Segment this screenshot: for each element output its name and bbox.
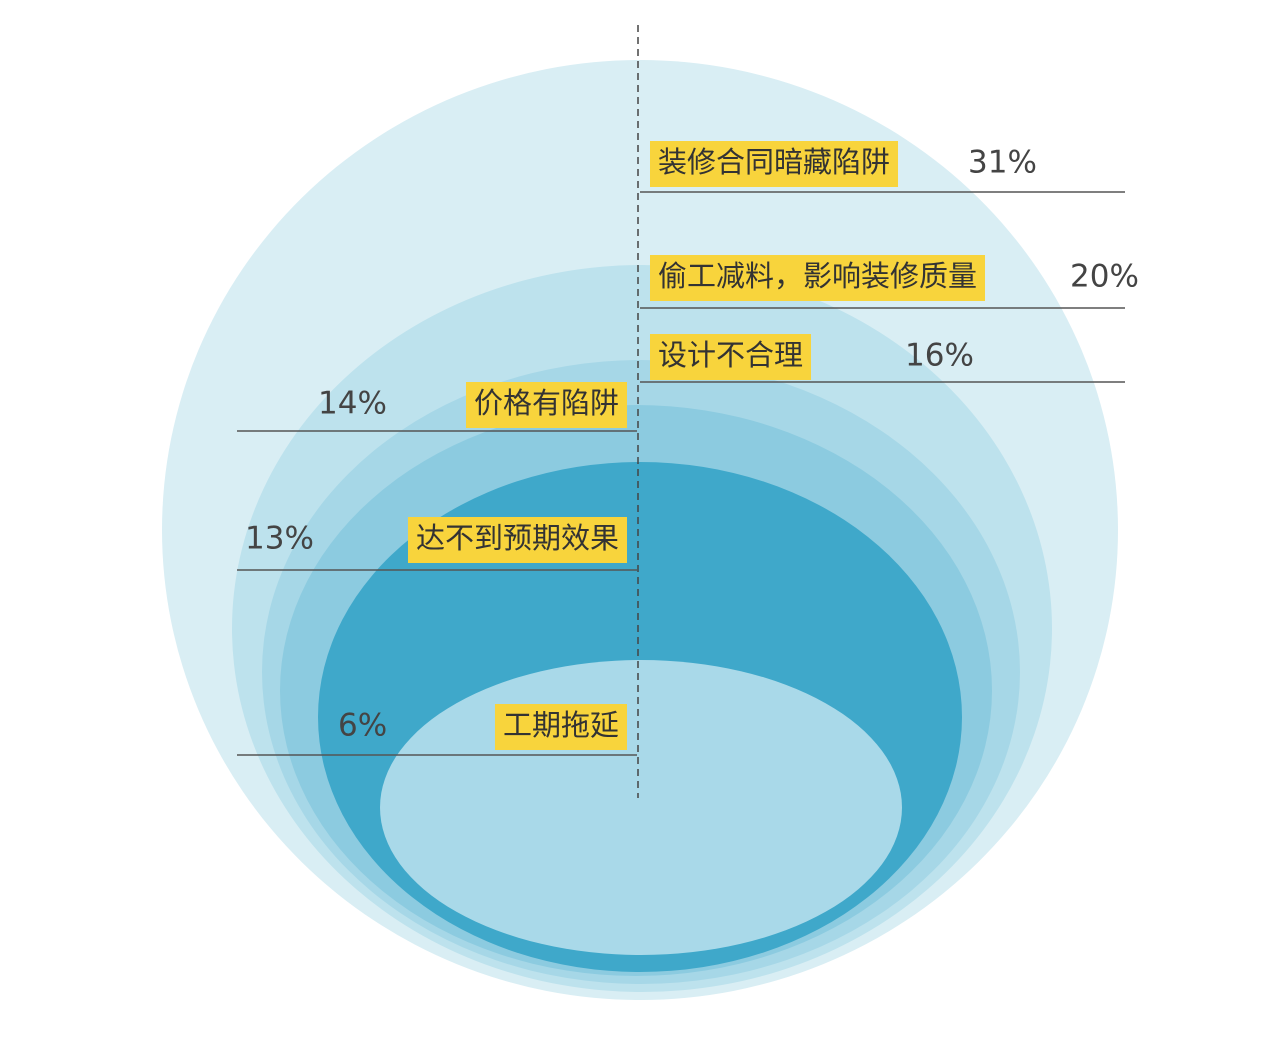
watermark: 搜狐号@四川百台居装饰 xyxy=(986,1007,1250,1035)
category-label: 设计不合理 xyxy=(658,338,803,372)
label-highlight xyxy=(465,382,627,428)
value-label: 14% xyxy=(318,386,387,422)
label-highlight xyxy=(407,517,627,563)
label-highlight xyxy=(494,704,627,750)
category-label: 装修合同暗藏陷阱 xyxy=(658,145,890,179)
ellipse xyxy=(380,660,902,955)
label-highlight xyxy=(650,334,812,380)
value-label: 6% xyxy=(338,708,387,744)
category-label: 偷工减料，影响装修质量 xyxy=(658,259,977,293)
value-label: 16% xyxy=(905,338,974,374)
category-label: 工期拖延 xyxy=(503,708,619,742)
category-label: 价格有陷阱 xyxy=(474,386,619,420)
value-label: 31% xyxy=(968,145,1037,181)
label-highlight xyxy=(650,141,899,187)
value-label: 20% xyxy=(1070,259,1139,295)
value-label: 13% xyxy=(245,521,314,557)
label-highlight xyxy=(650,255,986,301)
category-label: 达不到预期效果 xyxy=(416,521,619,555)
